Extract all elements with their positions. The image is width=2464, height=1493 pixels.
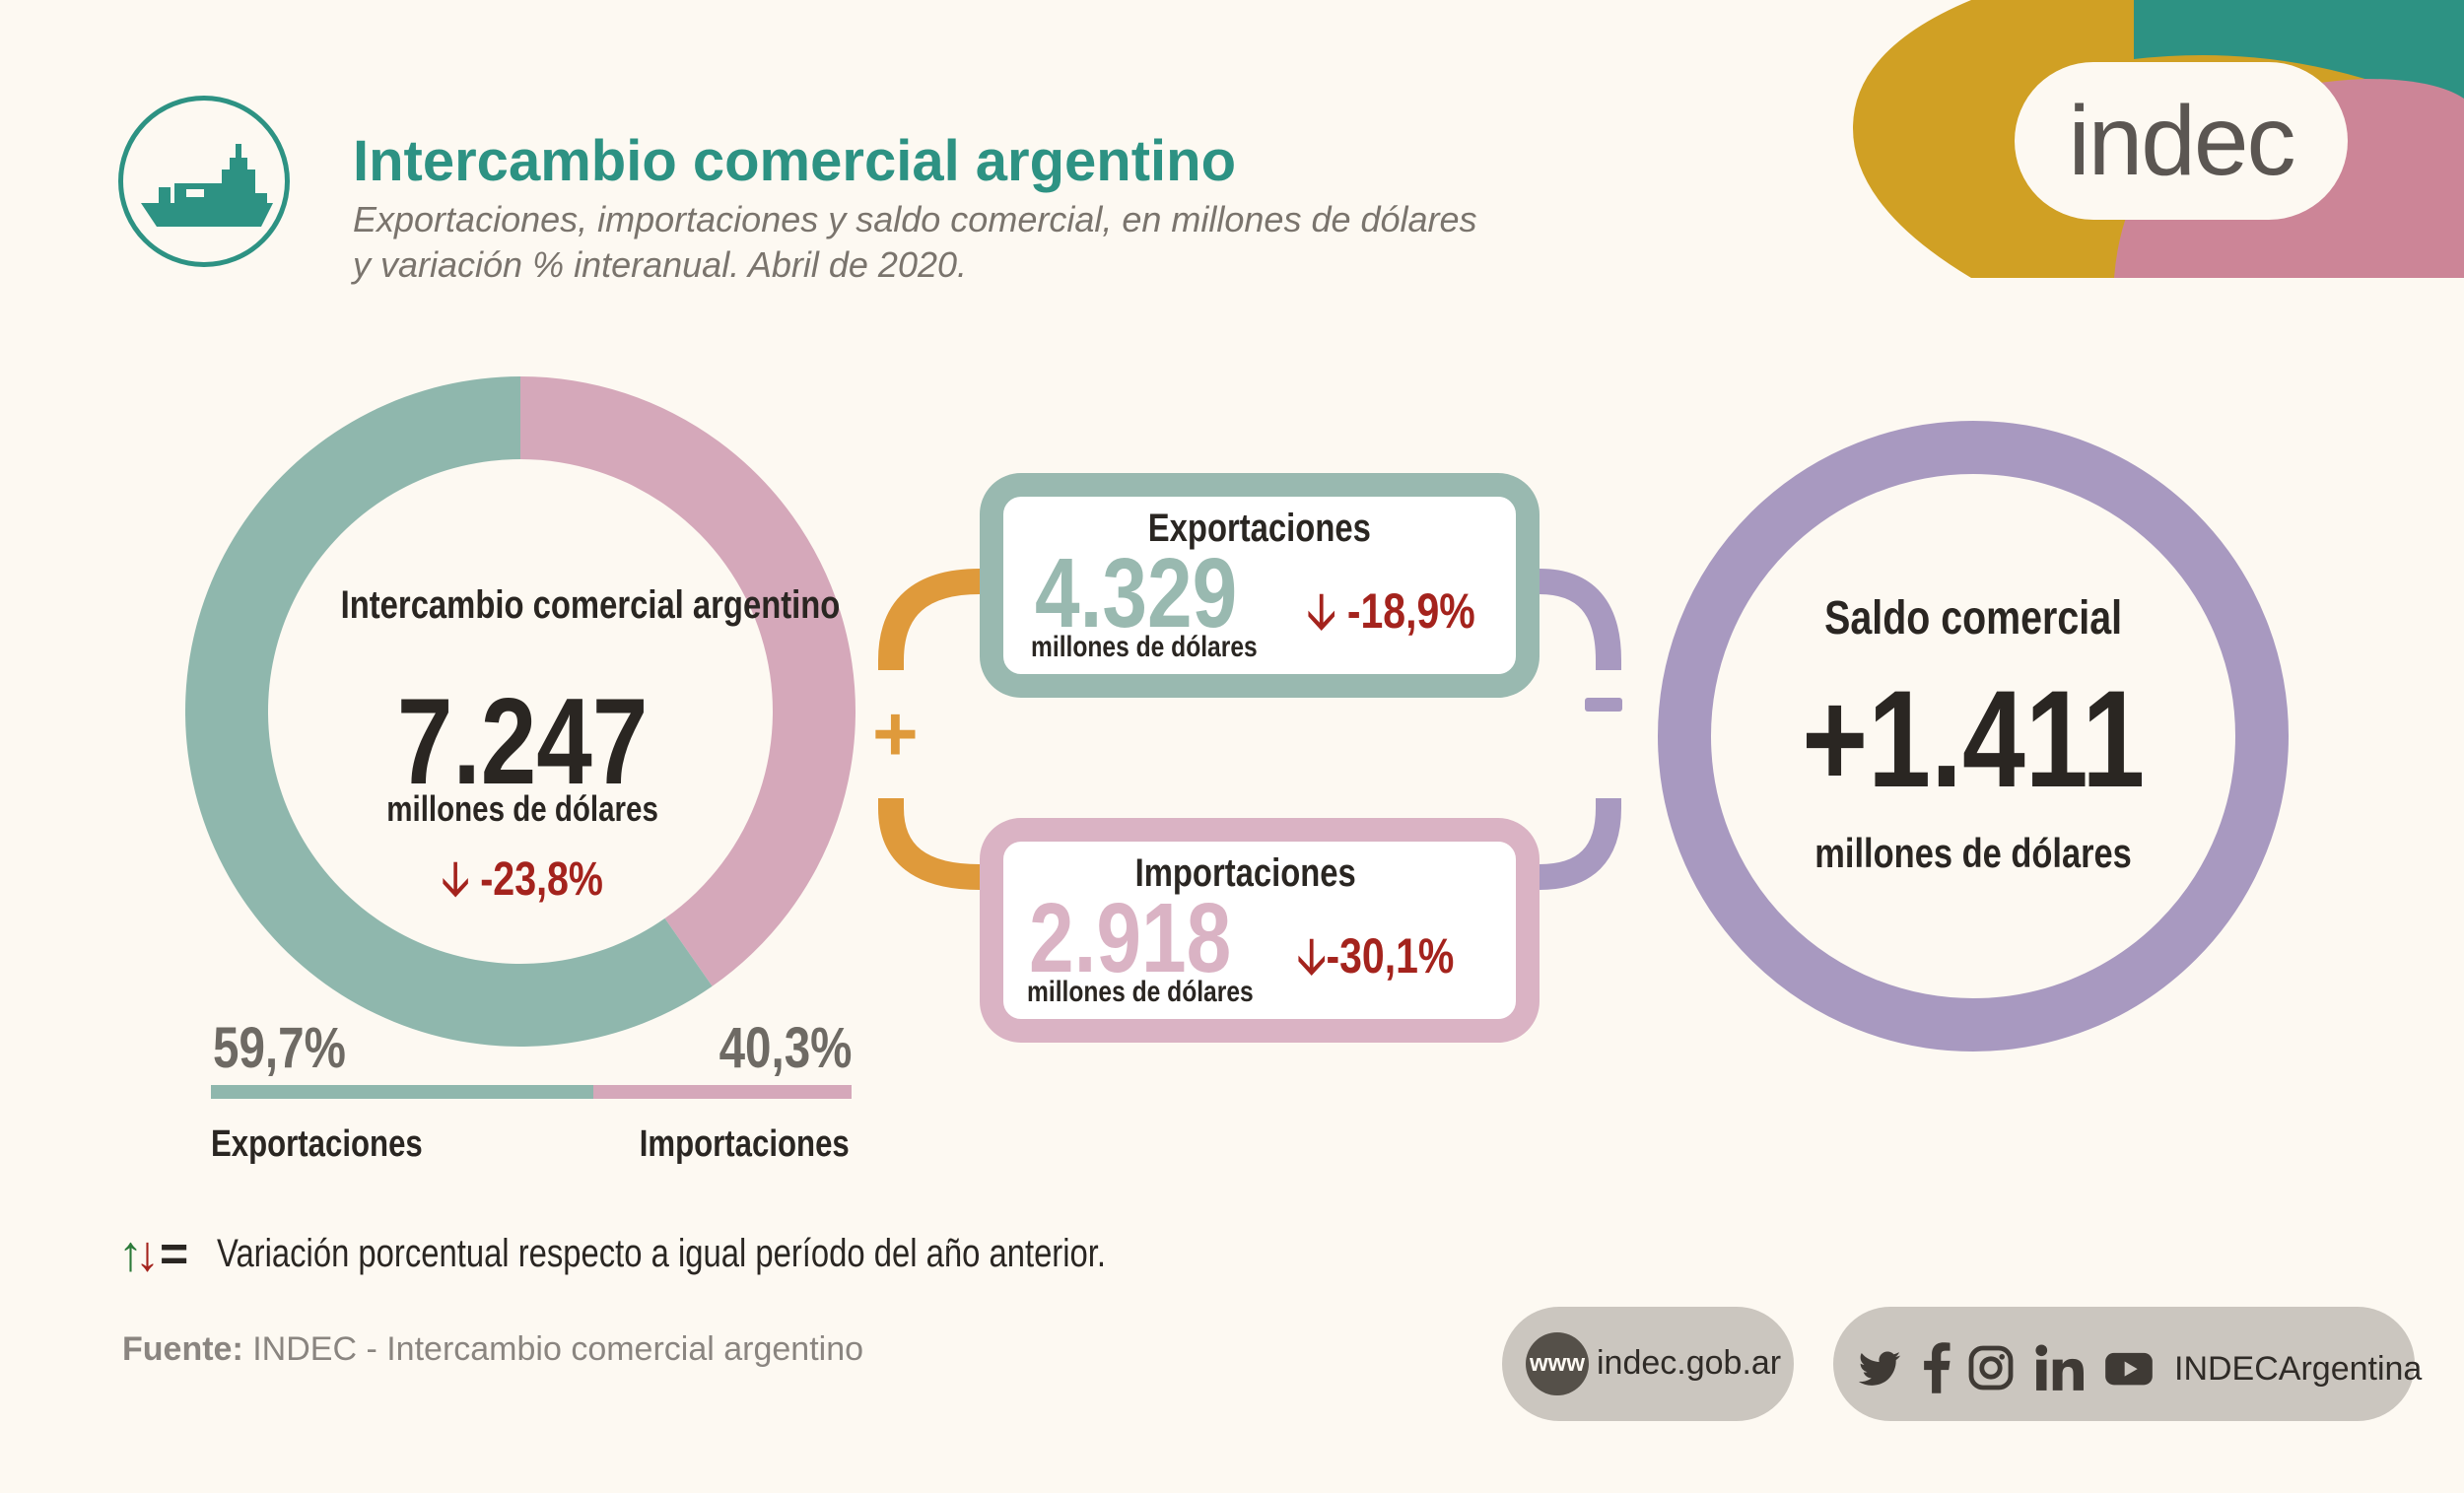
equals-icon: =	[160, 1226, 189, 1281]
twitter-icon[interactable]	[1857, 1340, 1902, 1395]
purple-bracket-top	[1539, 569, 1621, 670]
connectors	[878, 569, 1621, 890]
down-arrow-icon: ↓	[135, 1226, 160, 1281]
page-subtitle: Exportaciones, importaciones y saldo com…	[353, 197, 1477, 288]
up-arrow-icon: ↑	[118, 1226, 143, 1281]
down-arrow-icon: 🡣	[1307, 583, 1336, 639]
exports-unit: millones de dólares	[1031, 631, 1307, 664]
facebook-icon[interactable]	[1922, 1340, 1951, 1395]
donut-center-value-text: 7.247	[396, 674, 649, 810]
source-text: INDEC - Intercambio comercial argentino	[252, 1330, 864, 1368]
down-arrow-icon: 🡣	[1297, 928, 1327, 984]
import-legend-text: Importaciones	[640, 1123, 850, 1165]
imports-value-text: 2.918	[1029, 883, 1232, 993]
export-share-bar	[211, 1085, 593, 1099]
donut-center-label-text: Intercambio comercial argentino	[340, 583, 841, 627]
saldo-unit-text: millones de dólares	[1814, 830, 2132, 876]
saldo-title-text: Saldo comercial	[1824, 592, 2122, 645]
ship-icon	[141, 144, 273, 227]
linkedin-icon[interactable]	[2034, 1340, 2084, 1395]
orange-bracket-bottom	[878, 798, 981, 890]
subtitle-line-1: Exportaciones, importaciones y saldo com…	[353, 199, 1477, 239]
saldo-unit: millones de dólares	[1658, 830, 2289, 877]
www-icon[interactable]: www	[1526, 1332, 1589, 1395]
social-handle[interactable]: INDECArgentina	[2174, 1350, 2423, 1388]
import-legend-label: Importaciones	[552, 1123, 850, 1166]
down-arrow-icon: 🡣	[442, 853, 470, 906]
minus-operator	[1585, 698, 1622, 712]
donut-center-label: Intercambio comercial argentino	[286, 581, 841, 629]
exports-title: Exportaciones	[1003, 507, 1516, 551]
imports-title: Importaciones	[990, 851, 1502, 896]
website-link[interactable]: indec.gob.ar	[1597, 1344, 1782, 1382]
indec-logo: indec	[2068, 86, 2295, 196]
donut-center-unit: millones de dólares	[286, 788, 759, 830]
imports-unit: millones de dólares	[1027, 976, 1303, 1009]
export-legend-text: Exportaciones	[211, 1123, 423, 1165]
legend-arrows: ↑↓=	[118, 1226, 188, 1281]
imports-title-text: Importaciones	[1134, 851, 1357, 895]
exports-box: Exportaciones 4.329 millones de dólares …	[980, 473, 1540, 698]
donut-center-value: 7.247	[286, 678, 759, 806]
legend-text: Variación porcentual respecto a igual pe…	[217, 1232, 1301, 1276]
export-legend-label: Exportaciones	[211, 1123, 469, 1166]
plus-operator: +	[872, 690, 919, 778]
donut-variation-text: -23,8%	[480, 853, 603, 906]
import-share-bar	[593, 1085, 852, 1099]
subtitle-line-2: y variación % interanual. Abril de 2020.	[353, 244, 968, 285]
saldo-value-text: +1.411	[1802, 661, 2145, 816]
export-share-text: 59,7%	[213, 1016, 346, 1080]
donut-center-variation: 🡣 -23,8%	[286, 846, 759, 925]
import-share-text: 40,3%	[719, 1016, 852, 1080]
exports-unit-text: millones de dólares	[1031, 631, 1258, 663]
exports-variation: 🡣 -18,9%	[1307, 576, 1512, 659]
orange-bracket-top	[878, 569, 981, 670]
exports-variation-text: -18,9%	[1346, 583, 1475, 639]
import-share-label: 40,3%	[621, 1015, 852, 1081]
legend-text-content: Variación porcentual respecto a igual pe…	[217, 1232, 1106, 1275]
logo-pill	[2015, 62, 2348, 220]
source-note: Fuente: INDEC - Intercambio comercial ar…	[122, 1330, 863, 1369]
page-title: Intercambio comercial argentino	[353, 129, 1237, 193]
saldo-title: Saldo comercial	[1658, 591, 2289, 645]
donut-slice-exportaciones	[185, 376, 713, 1047]
saldo-value: +1.411	[1658, 670, 2289, 808]
purple-bracket-bottom	[1539, 798, 1621, 890]
exports-title-text: Exportaciones	[1147, 507, 1372, 550]
exports-value: 4.329	[1035, 544, 1281, 643]
exports-value-text: 4.329	[1035, 538, 1238, 648]
imports-box: Importaciones 2.918 millones de dólares …	[980, 818, 1540, 1043]
source-label: Fuente:	[122, 1330, 243, 1368]
donut-slice-importaciones	[520, 376, 856, 986]
donut-chart	[185, 376, 856, 1047]
imports-variation: 🡣-30,1%	[1297, 920, 1488, 1004]
imports-unit-text: millones de dólares	[1027, 976, 1254, 1008]
imports-variation-text: -30,1%	[1326, 928, 1455, 984]
youtube-icon[interactable]	[2103, 1340, 2155, 1395]
instagram-icon[interactable]	[1967, 1340, 2015, 1395]
imports-value: 2.918	[1029, 889, 1275, 987]
donut-center-unit-text: millones de dólares	[386, 788, 658, 829]
export-share-label: 59,7%	[213, 1015, 375, 1081]
ship-badge	[118, 96, 290, 267]
